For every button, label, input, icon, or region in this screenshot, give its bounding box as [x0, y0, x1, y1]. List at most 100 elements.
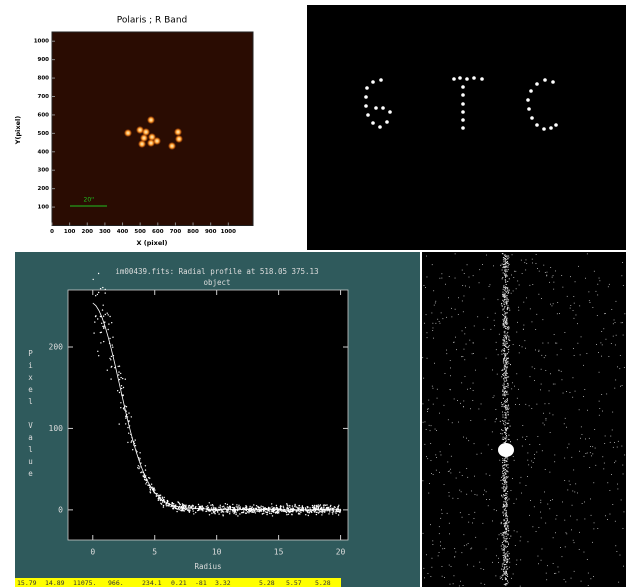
noise [441, 312, 442, 313]
noise [531, 467, 532, 468]
noise [583, 365, 584, 366]
streak-pixel [510, 536, 511, 537]
noise [430, 576, 431, 577]
streak-pixel [504, 470, 505, 471]
streak-pixel [505, 342, 506, 343]
streak-pixel [508, 435, 509, 436]
noise [561, 275, 562, 276]
streak-pixel [501, 480, 502, 481]
point [214, 513, 215, 514]
streak-pixel [500, 265, 501, 266]
noise [524, 340, 525, 341]
noise [613, 323, 614, 324]
streak-pixel [505, 560, 506, 561]
noise [500, 578, 501, 579]
point [236, 506, 237, 507]
noise [581, 426, 582, 427]
noise [572, 491, 573, 492]
point [298, 508, 299, 509]
streak-pixel [506, 292, 507, 293]
noise [517, 281, 518, 282]
streak-pixel [507, 364, 508, 365]
point [150, 492, 151, 493]
noise [424, 577, 425, 578]
noise [442, 513, 443, 514]
noise [429, 425, 430, 426]
point [247, 511, 248, 512]
point [97, 351, 98, 352]
noise [526, 485, 527, 486]
streak-pixel [506, 267, 507, 268]
streak-pixel [502, 354, 503, 355]
noise [451, 566, 452, 567]
noise [521, 493, 522, 494]
streak-pixel [505, 361, 506, 362]
streak-pixel [504, 377, 505, 378]
streak-pixel [508, 526, 509, 527]
streak-pixel [503, 373, 504, 374]
noise [466, 494, 467, 495]
noise [450, 360, 451, 361]
streak-pixel [502, 412, 503, 413]
y-tick-label: 200 [49, 343, 64, 352]
streak-pixel [504, 567, 505, 568]
noise [581, 336, 582, 337]
streak-pixel [504, 332, 505, 333]
noise [478, 409, 479, 410]
noise [542, 319, 543, 320]
noise [475, 494, 476, 495]
streak-pixel [509, 290, 510, 291]
streak-pixel [504, 510, 505, 511]
streak-pixel [506, 466, 507, 467]
noise [584, 389, 585, 390]
point [150, 489, 151, 490]
streak-pixel [507, 377, 508, 378]
point [326, 507, 327, 508]
noise [579, 532, 580, 533]
point [229, 506, 230, 507]
point [232, 507, 233, 508]
point [296, 511, 297, 512]
streak-pixel [507, 383, 508, 384]
noise [613, 447, 614, 448]
noise [498, 299, 499, 300]
noise [584, 502, 585, 503]
streak-pixel [506, 319, 507, 320]
streak-pixel [509, 567, 510, 568]
x-tick-label: 700 [170, 229, 182, 235]
streak-pixel [501, 548, 502, 549]
noise [623, 566, 624, 567]
point [262, 506, 263, 507]
point [316, 512, 317, 513]
noise [604, 463, 605, 464]
point [289, 505, 290, 506]
streak-pixel [506, 343, 507, 344]
point [110, 378, 111, 379]
streak-pixel [507, 394, 508, 395]
streak-pixel [505, 286, 506, 287]
streak-pixel [502, 575, 503, 576]
noise [564, 579, 565, 580]
noise [527, 476, 528, 477]
point [167, 505, 168, 506]
streak-pixel [509, 278, 510, 279]
noise [606, 339, 607, 340]
noise [602, 411, 603, 412]
streak-pixel [504, 384, 505, 385]
point [248, 512, 249, 513]
noise [427, 332, 428, 333]
noise [426, 314, 427, 315]
dot [526, 98, 530, 102]
noise [566, 427, 567, 428]
streak-pixel [504, 388, 505, 389]
noise [597, 284, 598, 285]
streak-pixel [508, 265, 509, 266]
point [302, 505, 303, 506]
noise [546, 573, 547, 574]
point [172, 502, 173, 503]
noise [611, 343, 612, 344]
noise [589, 300, 590, 301]
point [138, 465, 139, 466]
point [309, 507, 310, 508]
streak-pixel [505, 522, 506, 523]
